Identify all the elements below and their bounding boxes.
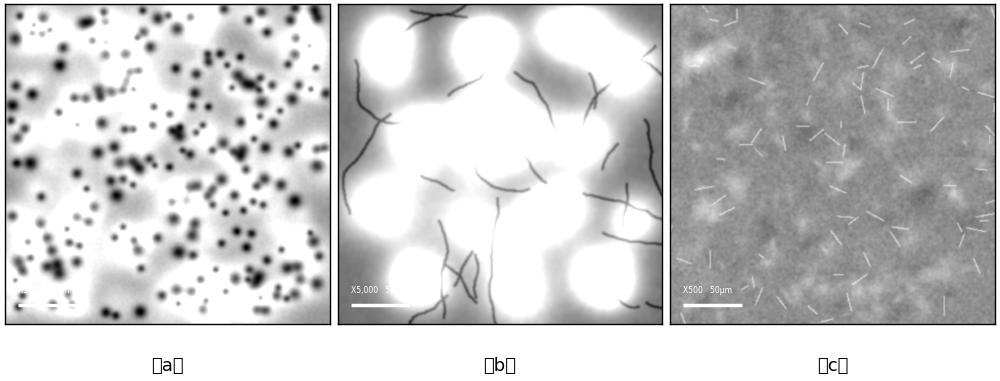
Text: X5,000   5μm: X5,000 5μm xyxy=(351,286,402,295)
Text: （a）: （a） xyxy=(151,357,184,375)
Text: X500   50μm: X500 50μm xyxy=(683,286,732,295)
Text: X5,000   5μm: X5,000 5μm xyxy=(18,286,69,295)
Text: （b）: （b） xyxy=(484,357,516,375)
Text: （c）: （c） xyxy=(817,357,848,375)
